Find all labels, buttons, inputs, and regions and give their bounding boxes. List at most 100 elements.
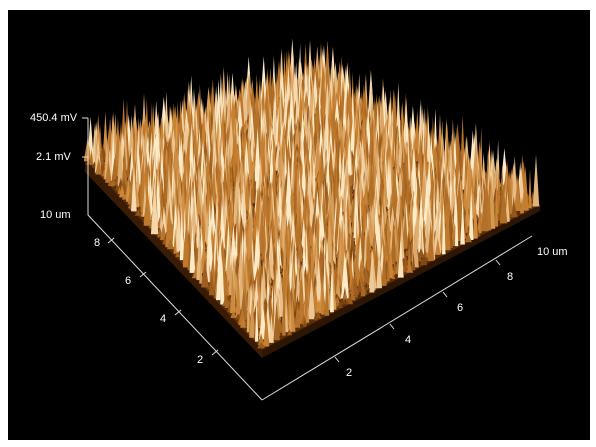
spike [354,192,360,245]
x-end-label: 10 um [537,246,568,258]
spike [230,310,237,318]
spike [514,179,521,211]
spike [391,119,395,168]
spike [387,246,394,279]
spike [326,118,330,172]
spike [357,277,362,293]
spike [379,90,386,144]
spike [522,166,529,211]
spike [302,320,307,327]
spike [179,205,184,261]
spike [348,214,352,238]
spike [497,158,501,208]
y-tick-label: 4 [160,313,166,325]
spike [350,293,356,301]
spike [337,301,343,308]
spike [376,249,382,289]
spike [324,272,330,316]
spike [253,225,261,281]
spike [111,156,118,180]
spike [121,144,128,193]
spike [304,271,309,315]
spike [363,259,369,284]
spike [454,193,459,247]
spike [499,186,508,224]
spike [150,180,159,235]
spike [95,158,102,175]
spike [92,128,97,165]
spike [406,261,412,269]
x-tick-label: 2 [346,367,352,379]
spike [353,256,361,287]
spike [321,268,325,315]
spike [143,186,152,226]
spike [397,236,404,278]
spike [188,121,194,177]
spike [433,108,438,158]
y-end-label: 10 um [40,209,71,221]
spike [433,211,442,254]
tick [334,356,340,363]
spike [165,201,173,248]
spike [298,270,305,324]
spike [346,294,354,305]
surface-side [85,160,262,358]
spike [335,299,340,307]
tick [389,323,395,330]
spike [287,87,296,142]
spike [402,103,410,153]
spike [177,100,184,154]
x-tick-label: 6 [457,302,463,314]
x-axis [261,235,533,401]
spike [269,313,274,343]
spike [327,143,335,188]
spike [456,181,461,230]
spike [435,238,441,255]
tick [139,271,147,278]
spike [427,221,435,261]
spike [300,149,307,204]
spike [473,197,478,239]
x-tick-label: 4 [405,334,411,346]
y-tick-label: 2 [197,354,203,366]
spike [90,148,94,165]
spike [261,140,267,188]
spike [167,238,175,250]
spike [340,251,349,299]
spike [348,231,356,259]
spike [402,205,408,249]
spike [455,133,460,185]
spike [287,328,292,336]
spike [173,228,177,254]
spike [216,252,223,301]
spike [381,248,387,286]
spike [406,265,414,273]
spike [391,272,395,279]
spike [335,273,342,300]
spike [354,272,358,298]
spike [255,293,259,342]
spike [393,261,397,270]
spike [105,158,112,183]
spike [306,302,310,323]
spike [350,270,354,299]
spike [220,258,225,305]
tick [495,259,501,266]
spike [153,114,161,171]
spike [520,196,524,214]
spike [199,259,203,284]
spike [126,158,130,178]
y-tick-label: 8 [94,237,100,249]
spike [468,185,474,240]
spike [254,127,261,182]
x-tick-label: 8 [507,271,513,283]
spike [369,247,375,293]
spike [307,276,316,320]
spike [481,183,489,232]
spike [208,270,215,296]
spike [460,198,465,245]
spike [192,125,198,167]
tick [107,237,115,244]
spike [339,298,344,305]
